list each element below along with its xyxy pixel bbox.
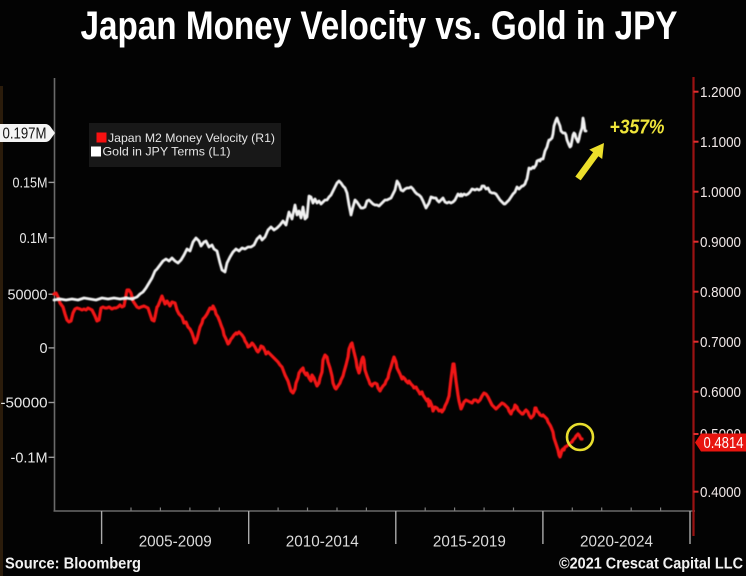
svg-text:Japan Money Velocity vs. Gold: Japan Money Velocity vs. Gold in JPY [81, 4, 678, 48]
svg-text:2020-2024: 2020-2024 [580, 534, 653, 551]
svg-text:1.1000: 1.1000 [700, 134, 741, 151]
svg-text:50000: 50000 [8, 286, 48, 303]
svg-text:©2021 Crescat Capital LLC: ©2021 Crescat Capital LLC [559, 556, 743, 573]
svg-text:-0.1M: -0.1M [11, 450, 48, 467]
svg-text:0.8000: 0.8000 [700, 284, 741, 301]
svg-text:+357%: +357% [610, 116, 665, 139]
svg-text:1.0000: 1.0000 [700, 184, 741, 201]
svg-text:0.197M: 0.197M [3, 125, 47, 142]
svg-text:0: 0 [40, 340, 48, 357]
svg-text:0.1M: 0.1M [20, 230, 48, 247]
svg-text:2005-2009: 2005-2009 [139, 534, 212, 551]
svg-text:-50000: -50000 [1, 395, 48, 412]
svg-text:0.4814: 0.4814 [704, 435, 744, 452]
svg-text:Source: Bloomberg: Source: Bloomberg [5, 556, 141, 573]
svg-text:2015-2019: 2015-2019 [433, 534, 506, 551]
svg-text:Japan M2 Money Velocity (R1): Japan M2 Money Velocity (R1) [108, 131, 275, 145]
svg-text:2010-2014: 2010-2014 [286, 534, 359, 551]
svg-text:0.4000: 0.4000 [700, 484, 741, 501]
svg-text:0.6000: 0.6000 [700, 384, 741, 401]
svg-text:0.7000: 0.7000 [700, 334, 741, 351]
svg-text:1.2000: 1.2000 [700, 84, 741, 101]
svg-text:Gold in JPY Terms (L1): Gold in JPY Terms (L1) [103, 145, 231, 159]
svg-text:0.15M: 0.15M [13, 175, 48, 192]
svg-text:0.9000: 0.9000 [700, 234, 741, 251]
